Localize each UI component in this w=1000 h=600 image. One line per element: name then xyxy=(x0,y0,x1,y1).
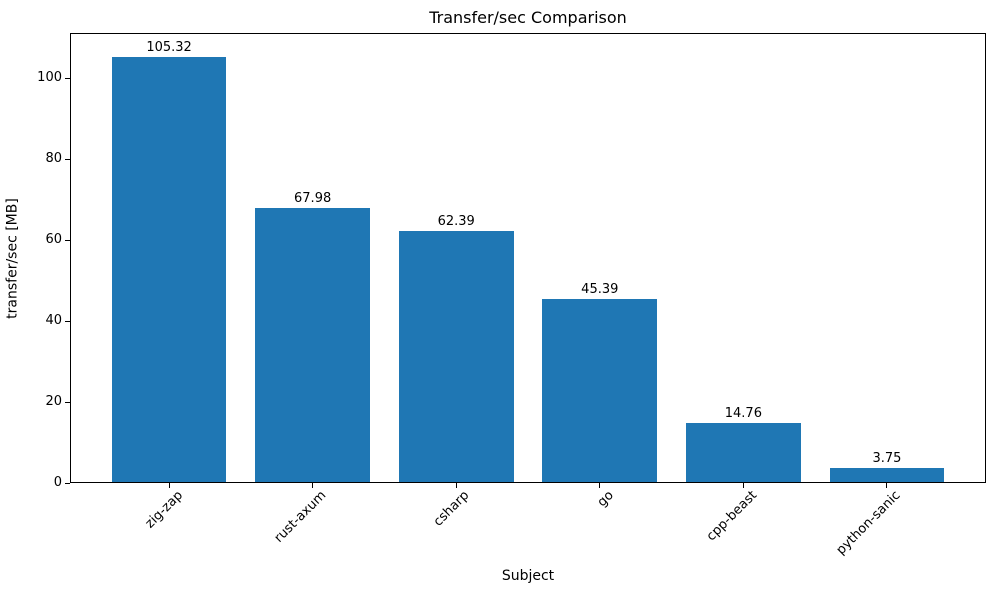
bar xyxy=(685,423,801,482)
x-tick-label: go xyxy=(594,488,617,511)
y-tick-mark xyxy=(65,401,70,403)
y-tick-mark xyxy=(65,482,70,484)
bar xyxy=(255,207,371,482)
x-tick-mark xyxy=(742,483,744,488)
bar-value-label: 105.32 xyxy=(146,39,192,55)
bar-value-label: 67.98 xyxy=(294,190,332,206)
bar xyxy=(111,56,227,482)
bar xyxy=(398,230,514,482)
x-tick-mark xyxy=(168,483,170,488)
x-tick-label: cpp-beast xyxy=(703,488,760,545)
y-tick-label: 100 xyxy=(37,70,62,86)
bar-value-label: 14.76 xyxy=(724,406,762,422)
bar xyxy=(829,467,945,482)
x-tick-mark xyxy=(455,483,457,488)
y-tick-mark xyxy=(65,239,70,241)
x-tick-label: zig-zap xyxy=(142,488,186,532)
y-tick-mark xyxy=(65,320,70,322)
x-axis-label: Subject xyxy=(501,568,555,584)
x-tick-label: python-sanic xyxy=(833,488,904,558)
y-tick-label: 40 xyxy=(45,313,62,329)
bar-value-label: 45.39 xyxy=(581,282,619,298)
y-tick-mark xyxy=(65,158,70,160)
y-tick-label: 20 xyxy=(45,394,62,410)
x-tick-mark xyxy=(312,483,314,488)
chart-title: Transfer/sec Comparison xyxy=(429,8,627,27)
x-tick-mark xyxy=(599,483,601,488)
y-tick-label: 0 xyxy=(53,475,62,490)
y-tick-label: 60 xyxy=(45,232,62,248)
x-tick-label: csharp xyxy=(431,488,473,530)
bar-value-label: 3.75 xyxy=(872,450,902,466)
x-tick-mark xyxy=(886,483,888,488)
y-tick-label: 80 xyxy=(45,151,62,167)
x-tick-label: rust-axum xyxy=(271,488,330,546)
y-tick-mark xyxy=(65,77,70,79)
bar-value-label: 62.39 xyxy=(437,213,475,229)
bar xyxy=(542,299,658,482)
